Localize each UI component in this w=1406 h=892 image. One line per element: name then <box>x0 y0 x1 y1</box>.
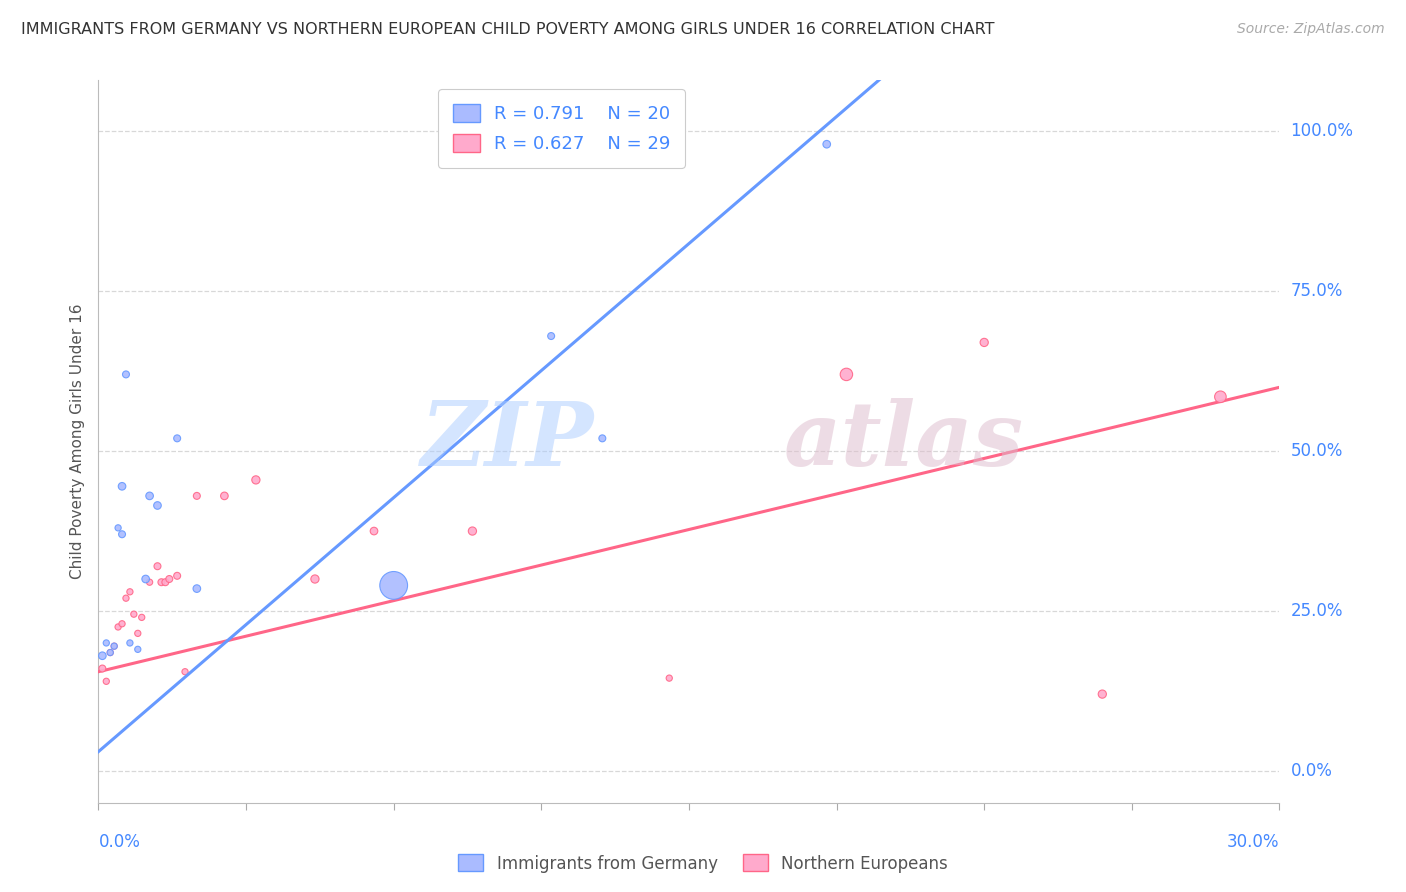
Text: 50.0%: 50.0% <box>1291 442 1343 460</box>
Point <box>815 137 838 152</box>
Legend: R = 0.791    N = 20, R = 0.627    N = 29: R = 0.791 N = 20, R = 0.627 N = 29 <box>439 89 685 168</box>
Point <box>111 616 134 631</box>
Point <box>150 575 173 590</box>
Text: 0.0%: 0.0% <box>1291 762 1333 780</box>
Point <box>166 431 188 445</box>
Text: 25.0%: 25.0% <box>1291 602 1343 620</box>
Point <box>973 335 995 350</box>
Point <box>658 137 681 152</box>
Point <box>174 665 197 679</box>
Point <box>155 575 177 590</box>
Text: 100.0%: 100.0% <box>1291 122 1354 140</box>
Text: 75.0%: 75.0% <box>1291 282 1343 301</box>
Point <box>103 639 125 653</box>
Point <box>1209 390 1232 404</box>
Point <box>103 639 125 653</box>
Text: atlas: atlas <box>783 399 1024 484</box>
Point <box>304 572 326 586</box>
Point <box>111 479 134 493</box>
Text: 30.0%: 30.0% <box>1227 833 1279 851</box>
Point <box>138 575 160 590</box>
Point <box>138 489 160 503</box>
Point <box>96 674 118 689</box>
Text: Source: ZipAtlas.com: Source: ZipAtlas.com <box>1237 22 1385 37</box>
Point <box>146 559 169 574</box>
Point <box>363 524 385 538</box>
Point <box>115 368 138 382</box>
Point <box>127 642 149 657</box>
Legend: Immigrants from Germany, Northern Europeans: Immigrants from Germany, Northern Europe… <box>451 847 955 880</box>
Point <box>96 636 118 650</box>
Point <box>166 569 188 583</box>
Point <box>186 489 208 503</box>
Point <box>591 431 613 445</box>
Point <box>835 368 858 382</box>
Point <box>118 584 141 599</box>
Point <box>540 329 562 343</box>
Point <box>115 591 138 606</box>
Point <box>1091 687 1114 701</box>
Point <box>127 626 149 640</box>
Point <box>186 582 208 596</box>
Point <box>118 636 141 650</box>
Point <box>245 473 267 487</box>
Point <box>157 572 180 586</box>
Point <box>91 661 114 675</box>
Point <box>98 646 121 660</box>
Point <box>122 607 145 622</box>
Point <box>214 489 236 503</box>
Y-axis label: Child Poverty Among Girls Under 16: Child Poverty Among Girls Under 16 <box>69 304 84 579</box>
Point <box>131 610 153 624</box>
Point <box>107 521 129 535</box>
Point <box>461 524 484 538</box>
Point <box>146 499 169 513</box>
Point <box>111 527 134 541</box>
Point <box>382 578 405 592</box>
Point <box>135 572 157 586</box>
Point <box>107 620 129 634</box>
Text: IMMIGRANTS FROM GERMANY VS NORTHERN EUROPEAN CHILD POVERTY AMONG GIRLS UNDER 16 : IMMIGRANTS FROM GERMANY VS NORTHERN EURO… <box>21 22 994 37</box>
Point <box>98 646 121 660</box>
Text: 0.0%: 0.0% <box>98 833 141 851</box>
Point <box>91 648 114 663</box>
Point <box>658 671 681 685</box>
Text: ZIP: ZIP <box>420 399 595 484</box>
